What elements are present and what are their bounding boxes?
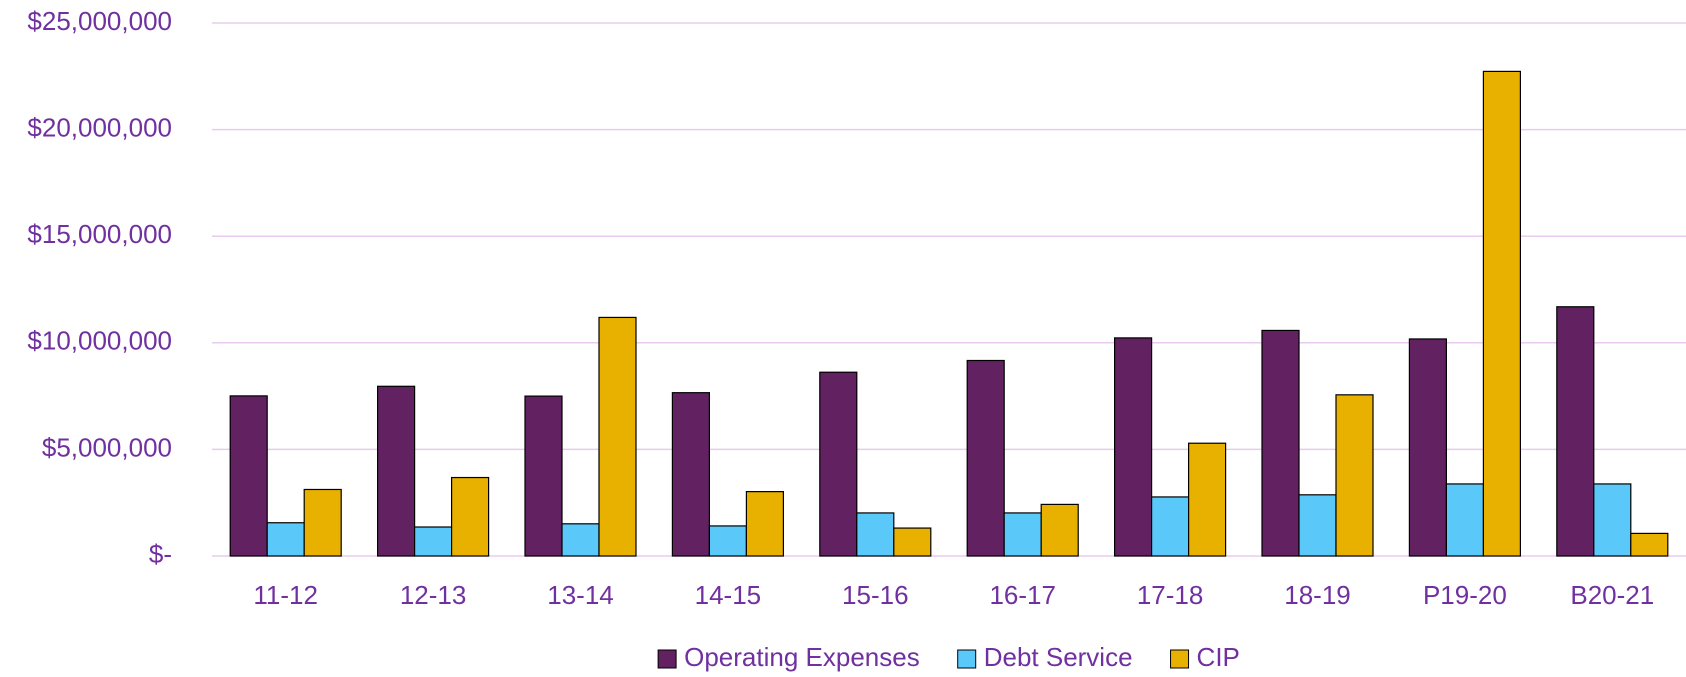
bar (377, 385, 416, 557)
x-tick-label: 17-18 (1137, 580, 1204, 610)
bar (1187, 442, 1227, 557)
bar (745, 491, 785, 557)
bar (303, 488, 342, 557)
x-tick-label: B20-21 (1570, 580, 1654, 610)
bar (671, 392, 711, 557)
bar (1298, 494, 1337, 557)
legend-swatch (657, 649, 677, 669)
legend-swatch (1170, 649, 1190, 669)
bar (1113, 337, 1153, 557)
bar (1630, 532, 1669, 557)
y-tick-label: $5,000,000 (42, 432, 172, 462)
x-tick-label: 14-15 (695, 580, 762, 610)
y-tick-label: $25,000,000 (27, 6, 172, 36)
bar (414, 526, 453, 557)
y-tick-label: $15,000,000 (27, 219, 172, 249)
legend-label: Operating Expenses (684, 642, 920, 672)
x-tick-label: 11-12 (253, 580, 318, 610)
x-tick-label: 15-16 (842, 580, 909, 610)
bar (1445, 483, 1485, 557)
bar (819, 371, 858, 557)
legend-swatch (957, 649, 977, 669)
y-tick-label: $20,000,000 (27, 112, 172, 142)
x-tick-label: P19-20 (1423, 580, 1507, 610)
bar (1482, 70, 1522, 557)
bar (229, 395, 268, 557)
x-tick-label: 16-17 (989, 580, 1056, 610)
bar (708, 525, 748, 557)
bar (1556, 306, 1595, 557)
bar (1335, 394, 1374, 557)
bar (966, 359, 1005, 557)
bar (561, 523, 600, 557)
bar (893, 527, 932, 557)
bar (451, 476, 490, 557)
bar (598, 316, 637, 557)
bar (856, 512, 895, 557)
bar (1593, 483, 1632, 557)
bar (266, 522, 305, 557)
bar (1150, 496, 1190, 557)
legend-label: CIP (1197, 642, 1240, 672)
legend-label: Debt Service (984, 642, 1133, 672)
x-tick-label: 18-19 (1284, 580, 1351, 610)
bar (1040, 503, 1079, 557)
bar (524, 395, 563, 557)
y-tick-label: $10,000,000 (27, 326, 172, 356)
bar (1003, 512, 1042, 557)
y-tick-label: $- (149, 539, 172, 569)
bar (1408, 338, 1448, 557)
x-tick-label: 12-13 (400, 580, 467, 610)
bar (1261, 329, 1300, 557)
x-tick-label: 13-14 (547, 580, 614, 610)
